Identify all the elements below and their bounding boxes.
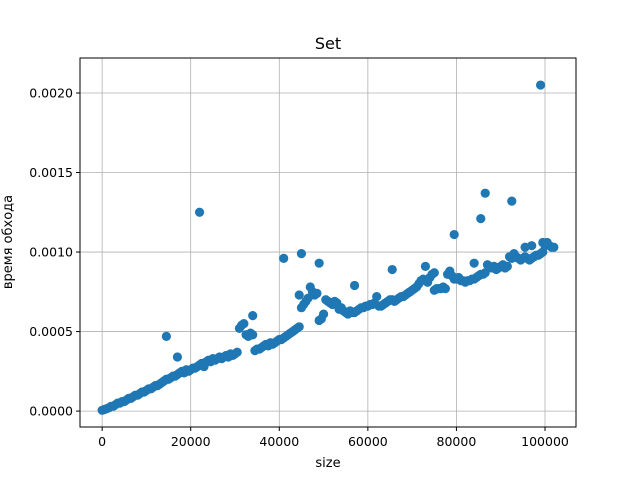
data-point [296,249,307,259]
data-point [279,253,289,264]
data-point [172,352,183,362]
data-point [476,214,486,224]
data-point [372,291,382,302]
data-point [294,290,304,300]
x-tick-label: 100000 [521,434,569,449]
data-point [449,229,459,240]
grid [80,58,576,427]
y-tick-label: 0.0015 [29,165,73,180]
x-tick-label: 20000 [171,434,211,449]
data-point [194,207,205,217]
data-point [387,264,397,275]
data-point [527,241,537,251]
data-point [440,284,450,294]
data-point [349,280,360,291]
x-tick-label: 60000 [348,434,388,449]
data-point [318,309,329,319]
y-tick-label: 0.0000 [29,404,73,419]
x-axis-ticks: 0 20000 40000 60000 80000 100000 [98,427,569,449]
data-points [97,80,559,415]
plot-frame [79,57,577,428]
data-point [542,237,552,248]
data-point [312,288,322,298]
x-tick-label: 0 [98,434,106,449]
data-point [429,268,439,278]
chart-title: Set [315,34,341,53]
x-tick-label: 80000 [437,434,477,449]
data-point [239,319,249,329]
data-point [549,242,559,252]
data-point [248,311,258,321]
data-point [535,80,546,90]
data-point [480,188,490,198]
y-axis-ticks: 0.0000 0.0005 0.0010 0.0015 0.0020 [29,85,80,419]
data-point [232,347,242,357]
data-point [502,261,512,271]
y-axis-label: время обхода [1,195,16,289]
y-tick-label: 0.0010 [29,245,73,260]
data-point [248,330,258,340]
data-point [507,196,517,206]
data-point [314,258,324,268]
data-point [161,331,171,341]
y-tick-label: 0.0020 [29,85,73,100]
data-point [294,322,304,332]
data-point [420,261,431,271]
x-tick-label: 40000 [259,434,299,449]
y-tick-label: 0.0005 [29,324,73,339]
data-point [469,258,479,268]
x-axis-label: size [315,456,340,471]
